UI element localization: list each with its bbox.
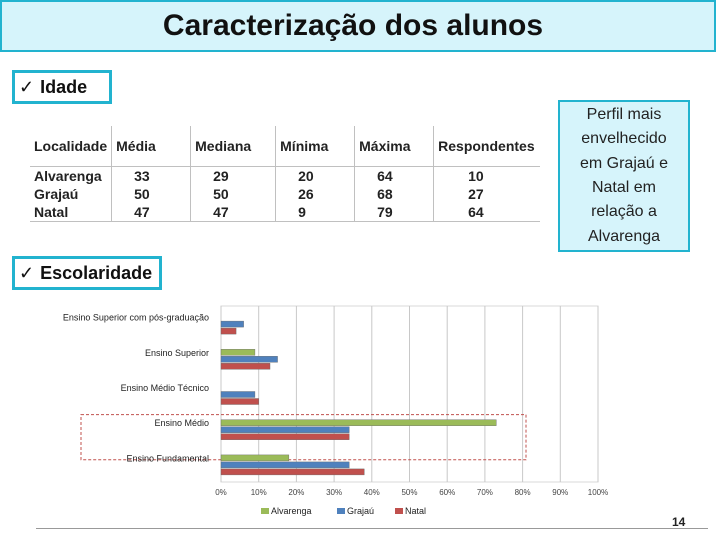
bar-natal [220,363,271,370]
x-tick-label: 40% [364,488,380,497]
category-label: Ensino Fundamental [126,453,209,463]
x-tick-label: 30% [326,488,342,497]
cell-minima: 20 [275,166,355,185]
bar-alvarenga [220,349,256,356]
legend-label: Natal [405,506,426,516]
header-localidade: Localidade [30,126,112,167]
section-label-escolaridade-text: Escolaridade [40,262,153,283]
x-tick-label: 80% [515,488,531,497]
category-label: Ensino Superior [145,348,209,358]
note-line: envelhecido [581,130,667,148]
bar-natal [220,398,259,405]
table-row: Natal 47 47 9 79 64 [30,203,541,222]
note-line: Natal em [591,179,656,196]
bar-grajaú [220,320,244,328]
highlight-box [80,414,527,461]
section-label-idade-text: Idade [40,76,88,97]
x-tick-label: 10% [251,488,267,497]
footer-divider [36,528,708,529]
x-tick-label: 0% [215,488,227,497]
bar-alvarenga [220,419,497,426]
age-table-header-row: Localidade Média Mediana Mínima Máxima R… [30,126,541,167]
header-respondentes: Respondentes [433,126,541,167]
legend-swatch [337,508,345,514]
table-row: Alvarenga 33 29 20 64 10 [30,166,541,185]
category-label: Ensino Superior com pós-graduação [63,313,209,323]
cell-mediana: 47 [190,203,276,222]
bar-natal [220,468,365,476]
bar-natal [220,327,237,335]
note-line: relação a [591,203,657,221]
cell-media: 47 [111,203,191,222]
legend-label: Alvarenga [271,506,312,516]
cell-maxima: 68 [354,185,434,203]
bar-alvarenga [220,454,290,462]
category-label: Ensino Médio Técnico [121,383,209,393]
header-mediana: Mediana [190,126,276,167]
note-line: Alvarenga [587,227,661,245]
cell-respondentes: 10 [433,166,541,185]
table-row: Grajaú 50 50 26 68 27 [30,185,541,203]
page-title: Caracterização dos alunos [162,9,544,42]
education-chart: 0% 10% 20% 30% 40% 50% 60% 70% 80% 90% 100% Ensino … [36,290,616,530]
header-minima: Mínima [275,126,355,167]
legend-label: Grajaú [347,506,374,516]
note-text: Perfil mais envelhecido em Grajaú e Nata… [580,103,668,249]
cell-respondentes: 27 [433,185,541,203]
cell-respondentes: 64 [433,203,541,222]
cell-localidade: Alvarenga [34,168,102,184]
check-icon: ✓ [19,262,35,283]
bar-grajaú [220,461,350,469]
bar-grajaú [220,356,278,363]
x-tick-label: 20% [288,488,304,497]
note-line: em Grajaú e [579,154,669,172]
cell-localidade: Natal [30,203,112,222]
cell-media: 50 [111,185,191,203]
age-table: Localidade Média Mediana Mínima Máxima R… [30,126,541,222]
x-tick-label: 100% [588,488,608,497]
x-tick-label: 70% [477,488,493,497]
cell-maxima: 64 [354,166,434,185]
bar-natal [220,433,350,440]
page-number: 14 [672,515,686,529]
header-media: Média [111,126,191,167]
legend-swatch [395,508,403,514]
x-tick-label: 90% [552,488,568,497]
legend-swatch [261,508,269,514]
cell-minima: 26 [275,185,355,203]
section-label-idade: ✓ Idade [12,70,112,104]
note-line: Perfil mais [586,105,662,123]
cell-localidade: Grajaú [34,186,79,202]
x-tick-label: 50% [401,488,417,497]
title-bar: Caracterização dos alunos [0,0,716,52]
bar-grajaú [220,391,256,398]
cell-mediana: 50 [190,185,276,203]
cell-mediana: 29 [190,166,276,185]
category-label: Ensino Médio [154,418,209,428]
bar-grajaú [220,426,350,433]
check-icon: ✓ [19,76,35,97]
cell-media: 33 [111,166,191,185]
section-label-escolaridade: ✓ Escolaridade [12,256,162,290]
note-box: Perfil mais envelhecido em Grajaú e Nata… [558,100,690,252]
cell-minima: 9 [275,203,355,222]
education-chart-svg: 0% 10% 20% 30% 40% 50% 60% 70% 80% 90% 100% Ensino … [63,305,608,516]
header-maxima: Máxima [354,126,434,167]
x-tick-label: 60% [439,488,455,497]
cell-maxima: 79 [354,203,434,222]
